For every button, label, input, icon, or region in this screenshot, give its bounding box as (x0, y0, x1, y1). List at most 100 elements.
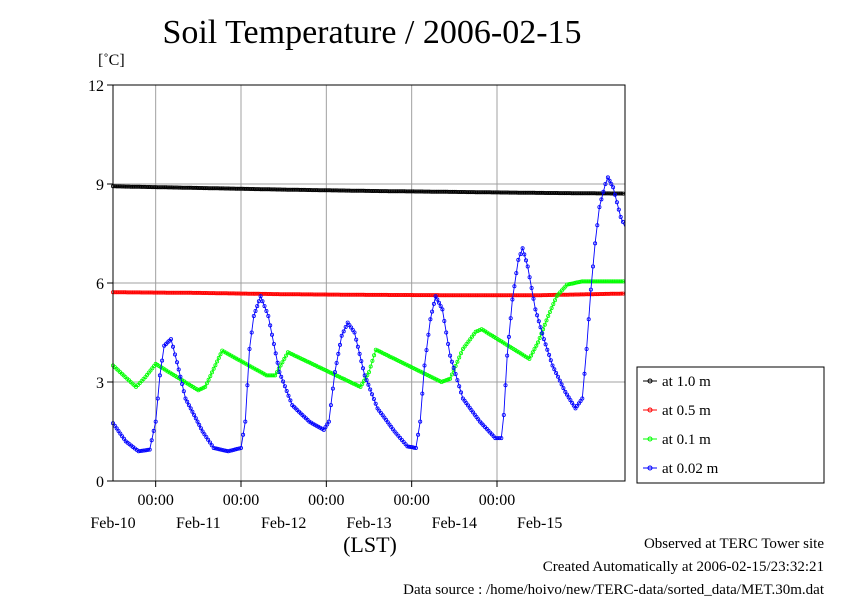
series-point (545, 347, 550, 352)
series-point (537, 335, 542, 340)
series-4 (111, 175, 626, 454)
series-point (211, 445, 216, 450)
series-point (601, 189, 606, 194)
series-point (205, 186, 210, 191)
series-point (238, 291, 243, 296)
series-point (609, 181, 614, 186)
series-point (448, 353, 453, 358)
series-point (503, 383, 508, 388)
series-point (237, 186, 242, 191)
series-point (550, 292, 555, 297)
series-point (547, 352, 552, 357)
series-point (475, 328, 480, 333)
series-point (477, 328, 482, 333)
series-point (204, 381, 209, 386)
series-point (219, 186, 224, 191)
series-point (278, 363, 283, 368)
series-point (611, 185, 616, 190)
series-point (173, 185, 178, 190)
series-point (315, 188, 320, 193)
series-point (494, 190, 499, 195)
series-point (172, 352, 177, 357)
series-point (593, 241, 598, 246)
series-3 (111, 279, 626, 393)
series-point (366, 188, 371, 193)
series-point (269, 332, 274, 337)
series-point (473, 329, 478, 334)
series-point (532, 190, 537, 195)
series-point (274, 370, 279, 375)
series-point (334, 188, 339, 193)
series-point (566, 191, 571, 196)
series-point (411, 189, 416, 194)
series-point (445, 189, 450, 194)
legend-label: at 0.02 m (662, 461, 719, 477)
series-point (568, 398, 573, 403)
series-point (582, 292, 587, 297)
series-point (366, 382, 371, 387)
date-label: Feb-10 (90, 515, 135, 532)
series-point (323, 425, 328, 430)
series-point (203, 290, 208, 295)
series-point (613, 192, 618, 197)
series-point (249, 330, 254, 335)
series-point (358, 384, 363, 389)
series-point (215, 446, 220, 451)
series-point (337, 342, 342, 347)
series-point (142, 290, 147, 295)
series-point (221, 291, 226, 296)
series-point (477, 190, 482, 195)
series-point (382, 189, 387, 194)
series-point (506, 334, 511, 339)
legend-marker (647, 378, 653, 384)
series-point (527, 275, 532, 280)
series-point (493, 436, 498, 441)
series-point (181, 389, 186, 394)
series-point (190, 290, 195, 295)
series-point (190, 185, 195, 190)
series-point (141, 184, 146, 189)
series-point (371, 396, 376, 401)
series-point (207, 440, 212, 445)
series-point (198, 290, 203, 295)
series-point (198, 185, 203, 190)
series-point (215, 359, 220, 364)
series-point (531, 296, 536, 301)
series-point (548, 292, 553, 297)
series-point (174, 290, 179, 295)
series-point (366, 370, 371, 375)
series-point (310, 292, 315, 297)
series-point (369, 392, 374, 397)
series-point (213, 446, 218, 451)
series-point (288, 398, 293, 403)
series-point (189, 185, 194, 190)
series-point (326, 419, 331, 424)
series-point (339, 333, 344, 338)
series-point (607, 291, 612, 296)
series-point (123, 290, 128, 295)
series-point (552, 367, 557, 372)
series-point (244, 186, 249, 191)
series-point (571, 292, 576, 297)
series-point (373, 401, 378, 406)
series-point (451, 365, 456, 370)
x-axis-label: (LST) (343, 532, 397, 557)
series-point (233, 447, 238, 452)
series-point (333, 188, 338, 193)
series-point (171, 185, 176, 190)
series-point (478, 190, 483, 195)
series-point (173, 290, 178, 295)
series-point (436, 300, 441, 305)
series-point (446, 341, 451, 346)
series-point (541, 337, 546, 342)
series-point (365, 373, 370, 378)
series-point (584, 346, 589, 351)
series-point (308, 187, 313, 192)
series-point (262, 304, 267, 309)
series-point (118, 431, 123, 436)
series-point (155, 185, 160, 190)
series-point (538, 325, 543, 330)
series-point (357, 351, 362, 356)
series-point (230, 186, 235, 191)
